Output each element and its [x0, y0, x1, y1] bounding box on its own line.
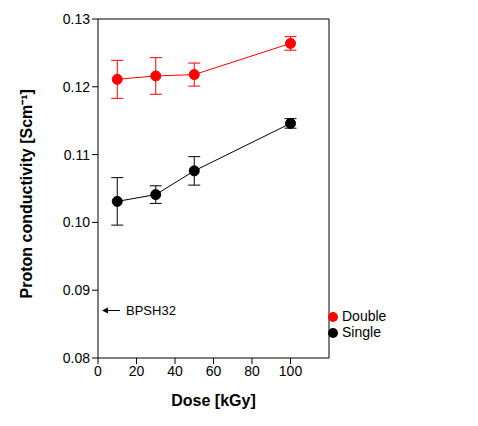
svg-text:0: 0 [94, 363, 102, 379]
svg-text:0.09: 0.09 [63, 282, 90, 298]
svg-text:0.10: 0.10 [63, 214, 90, 230]
svg-text:0.11: 0.11 [64, 147, 90, 163]
svg-text:60: 60 [206, 363, 222, 379]
svg-text:40: 40 [167, 363, 183, 379]
svg-text:20: 20 [129, 363, 145, 379]
svg-text:0.08: 0.08 [63, 350, 90, 366]
html-text:Double: Double [342, 308, 387, 324]
svg-text:Dose [kGy]: Dose [kGy] [171, 392, 255, 409]
svg-text:0.12: 0.12 [63, 79, 90, 95]
svg-text:80: 80 [244, 363, 260, 379]
svg-text:0.13: 0.13 [63, 11, 90, 27]
html-text:Single: Single [342, 324, 381, 340]
svg-text:Proton conductivity [Scm⁻¹]: Proton conductivity [Scm⁻¹] [18, 89, 35, 298]
svg-text:BPSH32: BPSH32 [126, 303, 176, 318]
svg-text:100: 100 [279, 363, 303, 379]
